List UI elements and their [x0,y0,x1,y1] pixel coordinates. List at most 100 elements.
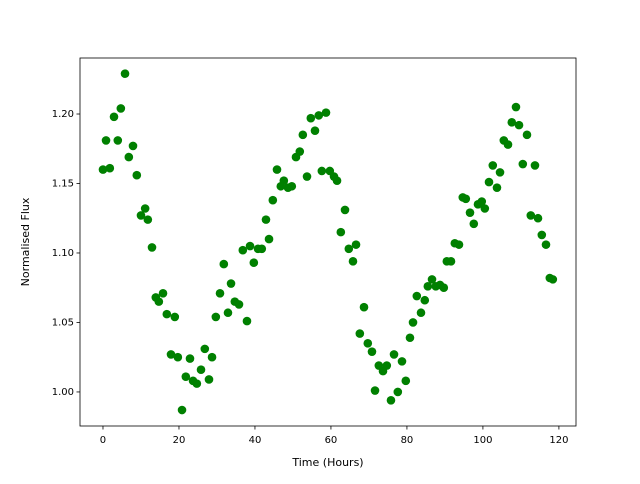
point [279,176,289,186]
point [469,219,479,229]
point [196,365,206,375]
point [170,312,180,322]
point [302,172,312,181]
point [495,168,505,177]
point [530,161,540,170]
point [332,176,342,186]
point [405,333,415,343]
point [393,387,403,397]
point [249,258,259,268]
point [147,243,157,252]
point [120,69,130,79]
point [234,300,244,309]
point [367,347,377,356]
point [511,102,521,112]
x-tick-label: 60 [325,435,338,446]
y-tick-label: 1.15 [52,178,74,189]
point [340,205,350,215]
point [518,159,528,169]
point [401,376,411,386]
point [522,130,532,140]
x-tick-label: 0 [100,435,106,446]
point [382,361,392,370]
point [389,350,399,359]
axes-frame [79,57,577,427]
point [317,166,327,176]
point [298,130,308,140]
point [533,213,543,223]
y-tick-label: 1.10 [52,248,74,259]
x-tick-label: 80 [401,435,414,446]
point [548,275,558,284]
point [140,204,150,213]
point [154,297,164,306]
x-tick-label: 120 [549,435,568,446]
point [537,230,547,240]
point [492,183,502,192]
point [207,352,217,362]
point [287,181,297,191]
point [128,141,138,151]
point [124,152,134,162]
point [268,195,278,205]
x-tick-label: 100 [473,435,492,446]
point [264,234,274,244]
point [98,165,108,174]
point [488,161,498,170]
point [420,295,430,305]
point [412,291,422,301]
y-axis-label: Normalised Flux [19,197,32,286]
point [363,339,373,348]
point [446,257,456,266]
point [321,108,331,117]
x-tick-label: 40 [249,435,262,446]
point [272,165,282,174]
point [238,245,248,255]
point [143,215,153,224]
point [136,211,146,220]
point [526,211,536,220]
point [477,197,487,206]
point [408,318,418,327]
point [158,288,168,298]
point [541,240,551,249]
point [310,126,320,135]
point [507,118,517,127]
point [192,379,202,388]
point [386,395,396,405]
point [101,136,111,145]
point [181,372,191,381]
point [109,112,119,122]
point [355,329,365,338]
point [465,208,475,217]
point [204,375,214,384]
point [219,259,229,269]
point [215,288,225,298]
point [242,316,252,326]
point [162,309,172,319]
point [348,257,358,266]
x-axis-label: Time (Hours) [291,456,363,469]
point [185,354,195,363]
point [503,140,513,149]
point [351,240,361,249]
point [113,136,123,145]
point [454,240,464,249]
point [514,120,524,130]
point [177,405,187,415]
point [427,275,437,284]
point [257,244,267,254]
point [245,241,255,251]
point [223,308,233,318]
point [226,279,236,288]
point [336,227,346,237]
point [116,104,126,113]
point [306,113,316,123]
point [314,111,324,120]
point [359,302,369,312]
point [166,350,176,359]
point [200,344,210,354]
point [484,177,494,187]
point [423,282,433,291]
